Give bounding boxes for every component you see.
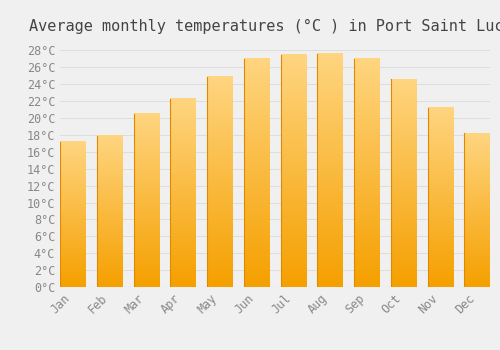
Title: Average monthly temperatures (°C ) in Port Saint Lucie: Average monthly temperatures (°C ) in Po… [28, 19, 500, 34]
